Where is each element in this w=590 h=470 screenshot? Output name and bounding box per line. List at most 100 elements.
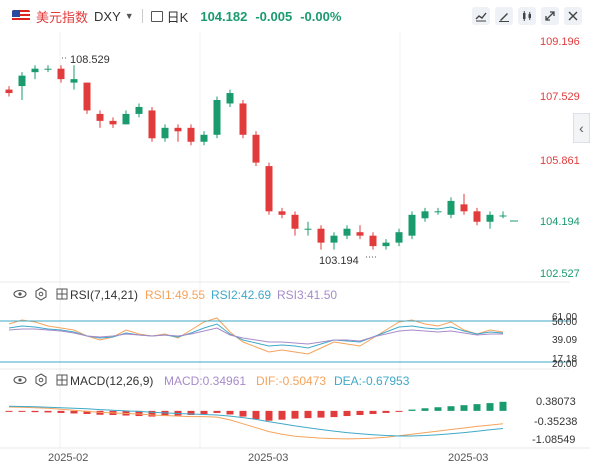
price-tick: 107.529 bbox=[540, 91, 580, 103]
candle-body bbox=[213, 100, 221, 135]
macd-bar bbox=[369, 410, 377, 414]
rsi1-line bbox=[8, 317, 504, 355]
macd-name[interactable]: MACD(12,26,9) bbox=[70, 374, 153, 388]
macd-bar bbox=[213, 410, 221, 413]
candle-body bbox=[343, 228, 351, 236]
rsi3-line bbox=[8, 327, 503, 345]
candle-body bbox=[44, 68, 52, 70]
symbol-name[interactable]: 美元指数 bbox=[36, 9, 89, 25]
price-tick: 104.194 bbox=[540, 216, 580, 228]
candle-body bbox=[369, 235, 377, 247]
rsi-tick: 61.00 bbox=[552, 312, 577, 323]
macd-tick: 0.38073 bbox=[536, 396, 576, 408]
chevron-down-icon[interactable]: ▼ bbox=[124, 11, 134, 21]
macd-bar bbox=[57, 410, 65, 413]
draw-icon[interactable] bbox=[495, 7, 513, 25]
macd-bar bbox=[200, 410, 208, 414]
rsi3-value: RSI3:41.50 bbox=[277, 288, 337, 302]
candle-body bbox=[174, 127, 182, 132]
macd-bar bbox=[395, 410, 403, 412]
macd-bar bbox=[486, 403, 494, 411]
rsi-tick: 50.00 bbox=[552, 317, 577, 328]
candle-body bbox=[278, 211, 286, 215]
macd-bar bbox=[291, 410, 299, 419]
candle-body bbox=[96, 113, 104, 121]
rsi2-line bbox=[8, 323, 504, 349]
toolbar bbox=[467, 7, 582, 25]
grid-box-icon[interactable] bbox=[56, 374, 68, 386]
indicator-icon[interactable] bbox=[518, 7, 536, 25]
macd-bar bbox=[135, 410, 143, 417]
candle-body bbox=[83, 82, 91, 111]
macd-bar bbox=[304, 410, 312, 419]
candle-body bbox=[5, 89, 13, 94]
candle-body bbox=[473, 211, 481, 222]
gear-icon[interactable] bbox=[35, 373, 47, 387]
period-label: 日K bbox=[166, 9, 189, 25]
candle-body bbox=[187, 127, 195, 142]
macd-tick: -1.08549 bbox=[532, 434, 575, 446]
macd-bar bbox=[44, 410, 52, 413]
candle-body bbox=[18, 75, 26, 87]
candle-body bbox=[239, 103, 247, 135]
us-flag-icon bbox=[12, 10, 30, 22]
candle-body bbox=[291, 214, 299, 229]
candle-body bbox=[252, 134, 260, 163]
rsi-series bbox=[8, 317, 504, 355]
price-change: -0.005 bbox=[255, 8, 293, 24]
macd-bar bbox=[460, 405, 468, 411]
candle-body bbox=[317, 228, 325, 243]
top-bar: 美元指数 DXY ▼ 日K 104.182 -0.005 -0.00% bbox=[0, 0, 590, 32]
macd-bar bbox=[343, 410, 351, 417]
macd-bar bbox=[83, 410, 91, 414]
period-selector[interactable]: 日K bbox=[150, 7, 189, 26]
candle-body bbox=[200, 134, 208, 142]
candlestick-series bbox=[5, 65, 507, 250]
macd-bar bbox=[473, 404, 481, 411]
symbol-code[interactable]: DXY bbox=[94, 8, 121, 24]
macd-bar bbox=[317, 410, 325, 418]
grid-box-icon[interactable] bbox=[56, 288, 68, 300]
macd-bar bbox=[499, 401, 507, 411]
macd-header: MACD(12,26,9) MACD:0.34961 DIF:-0.50473 … bbox=[13, 373, 410, 388]
eye-icon[interactable] bbox=[13, 289, 27, 299]
rsi-header: RSI(7,14,21) RSI1:49.55 RSI2:42.69 RSI3:… bbox=[13, 287, 337, 302]
candle-body bbox=[226, 93, 234, 104]
price-change-pct: -0.00% bbox=[300, 8, 342, 24]
macd-bar bbox=[356, 410, 364, 416]
rsi1-value: RSI1:49.55 bbox=[145, 288, 205, 302]
price-tick: 109.196 bbox=[540, 36, 580, 48]
dea-line bbox=[8, 405, 504, 437]
candle-body bbox=[265, 166, 273, 212]
low-marker-label: 103.194 bbox=[319, 255, 359, 267]
candle-body bbox=[356, 232, 364, 236]
eye-icon[interactable] bbox=[13, 375, 27, 385]
macd-bar bbox=[278, 410, 286, 420]
chart-type-icon[interactable] bbox=[472, 7, 490, 25]
rsi-name[interactable]: RSI(7,14,21) bbox=[70, 288, 138, 302]
collapse-arrow-icon[interactable]: ‹ bbox=[573, 113, 590, 143]
gear-icon[interactable] bbox=[35, 287, 47, 301]
x-tick: 2025-03 bbox=[248, 452, 288, 464]
calendar-icon bbox=[150, 10, 163, 22]
macd-bar bbox=[70, 410, 78, 414]
macd-bar bbox=[382, 410, 390, 413]
high-marker-label: 108.529 bbox=[70, 54, 110, 66]
dea-value: DEA:-0.67953 bbox=[334, 374, 410, 388]
macd-value: MACD:0.34961 bbox=[164, 374, 246, 388]
candle-body bbox=[330, 235, 338, 243]
x-tick: 2025-02 bbox=[48, 452, 88, 464]
macd-bar bbox=[447, 406, 455, 411]
close-icon[interactable] bbox=[564, 7, 582, 25]
candle-body bbox=[304, 228, 312, 230]
macd-bar bbox=[421, 408, 429, 411]
candle-body bbox=[421, 211, 429, 219]
macd-bar bbox=[252, 410, 260, 420]
candle-body bbox=[109, 120, 117, 125]
rsi-tick: 17.18 bbox=[552, 354, 577, 365]
rsi-tick: 39.09 bbox=[552, 335, 577, 346]
fullscreen-icon[interactable] bbox=[541, 7, 559, 25]
macd-bar bbox=[434, 407, 442, 411]
candle-body bbox=[135, 106, 143, 114]
